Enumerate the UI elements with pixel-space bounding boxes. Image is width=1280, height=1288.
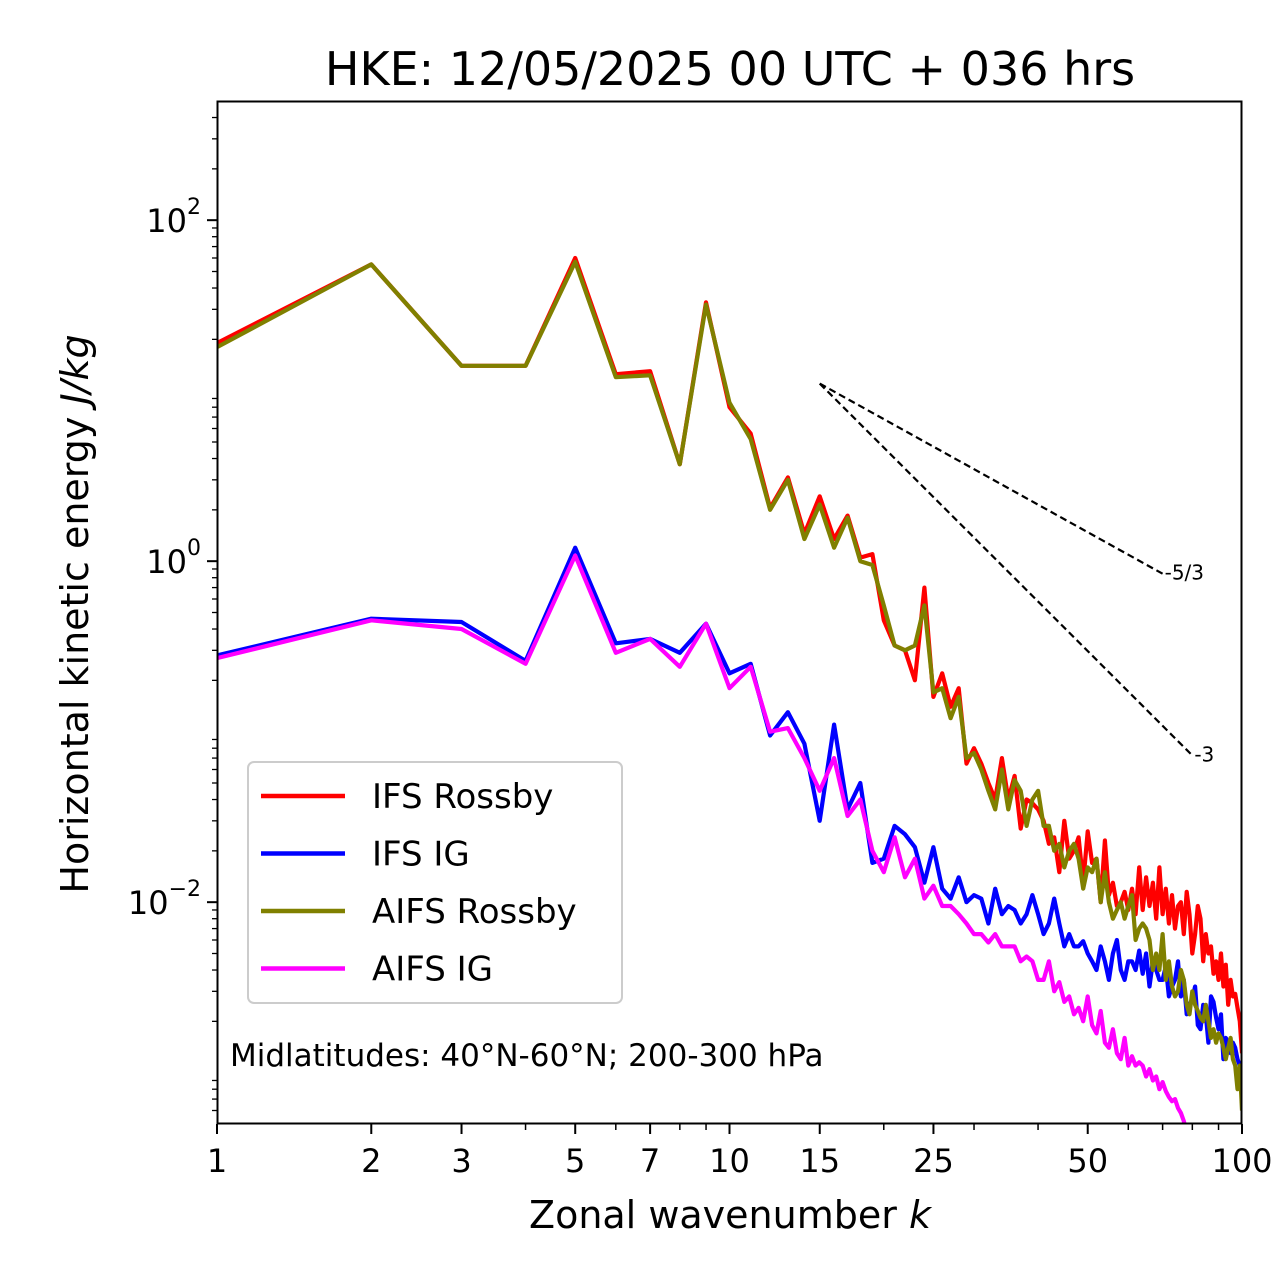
series-line-aifs-ig — [217, 553, 1187, 1124]
legend-label: AIFS Rossby — [372, 892, 577, 932]
plot-area — [217, 255, 1242, 1124]
x-tick-label: 2 — [361, 1142, 381, 1180]
chart-title: HKE: 12/05/2025 00 UTC + 036 hrs — [325, 42, 1135, 96]
y-axis-label: Horizontal kinetic energy J/kg — [53, 334, 97, 893]
legend-label: IFS Rossby — [372, 777, 553, 817]
x-tick-label: 15 — [799, 1142, 840, 1180]
reference-slope-label: -3 — [1194, 742, 1214, 766]
y-tick-label: 100 — [146, 536, 201, 581]
x-tick-label: 25 — [913, 1142, 954, 1180]
x-tick-label: 10 — [709, 1142, 750, 1180]
legend: IFS Rossby IFS IG AIFS Rossby AIFS IG — [247, 761, 623, 1004]
x-tick-label: 100 — [1211, 1142, 1272, 1180]
x-tick-label: 3 — [451, 1142, 471, 1180]
y-axis: 10−2 100 102 — [128, 116, 217, 1112]
reference-slope-label: -5/3 — [1165, 561, 1204, 585]
x-tick-label: 1 — [207, 1142, 227, 1180]
series-line-aifs-rossby — [217, 259, 1242, 1111]
x-tick-label: 5 — [565, 1142, 585, 1180]
reference-slope-lines: -5/3 -3 — [818, 382, 1214, 766]
y-tick-label: 10−2 — [128, 877, 201, 922]
legend-box — [247, 761, 623, 1004]
y-tick-label: 102 — [146, 195, 201, 240]
plot-frame — [216, 100, 1243, 1125]
x-axis: 1 2 3 5 7 10 15 25 50 100 — [207, 1124, 1273, 1180]
x-axis-label: Zonal wavenumber k — [529, 1193, 933, 1237]
x-tick-label: 50 — [1067, 1142, 1108, 1180]
x-tick-label: 7 — [640, 1142, 660, 1180]
legend-label: IFS IG — [372, 835, 470, 875]
region-annotation: Midlatitudes: 40°N-60°N; 200-300 hPa — [230, 1038, 824, 1074]
legend-label: AIFS IG — [372, 950, 493, 990]
